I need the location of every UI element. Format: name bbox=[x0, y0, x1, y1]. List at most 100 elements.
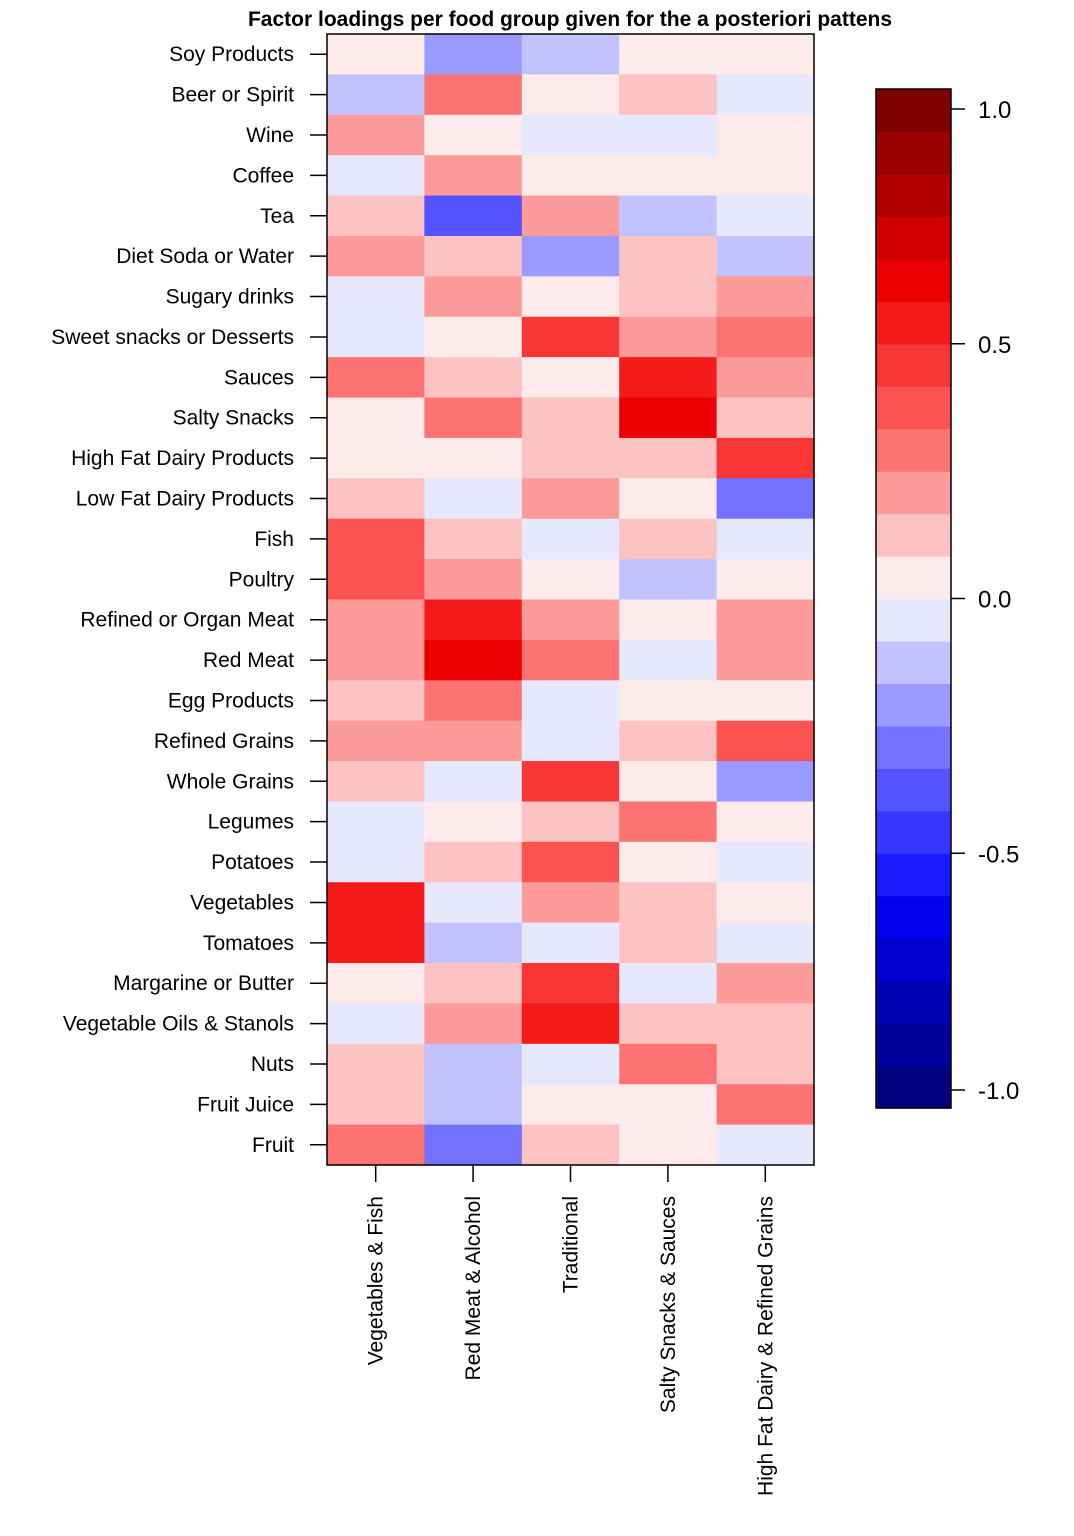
heatmap-cell bbox=[716, 841, 815, 883]
heatmap-cell bbox=[716, 963, 815, 1005]
colorbar-segment bbox=[876, 725, 951, 769]
heatmap-cell bbox=[424, 680, 523, 722]
colorbar-segment bbox=[876, 556, 951, 600]
row-label: Poultry bbox=[229, 568, 295, 591]
colorbar-segment bbox=[876, 598, 951, 642]
heatmap-cell bbox=[424, 316, 523, 358]
heatmap-cell bbox=[619, 882, 718, 924]
heatmap-cell bbox=[619, 922, 718, 964]
heatmap-cell bbox=[716, 1003, 815, 1045]
heatmap-cell bbox=[619, 34, 718, 75]
heatmap-cell bbox=[424, 801, 523, 843]
colorbar-segment bbox=[876, 131, 951, 175]
colorbar-tick-label: -1.0 bbox=[978, 1078, 1019, 1105]
colorbar-segment bbox=[876, 428, 951, 472]
colorbar-segment bbox=[876, 471, 951, 515]
row-label: Tea bbox=[260, 205, 294, 228]
heatmap-cell bbox=[327, 518, 425, 560]
heatmap-cell bbox=[521, 397, 620, 439]
heatmap-cell bbox=[424, 195, 523, 237]
colorbar-segment bbox=[876, 258, 951, 302]
heatmap-cell bbox=[424, 922, 523, 964]
colorbar-segment bbox=[876, 810, 951, 854]
heatmap-cell bbox=[327, 841, 425, 883]
heatmap-cell bbox=[619, 559, 718, 601]
heatmap-cell bbox=[424, 1003, 523, 1045]
heatmap-cell bbox=[424, 720, 523, 762]
heatmap-cell bbox=[327, 397, 425, 439]
heatmap-cell bbox=[327, 114, 425, 156]
heatmap-cell bbox=[424, 357, 523, 399]
heatmap-cell bbox=[521, 74, 620, 116]
row-label: Legumes bbox=[208, 811, 294, 834]
heatmap-cell bbox=[521, 195, 620, 237]
row-label: High Fat Dairy Products bbox=[71, 447, 294, 470]
heatmap-cell bbox=[327, 1084, 425, 1126]
row-label: Sauces bbox=[224, 366, 294, 389]
row-label: Fruit Juice bbox=[197, 1093, 294, 1116]
heatmap-cell bbox=[521, 922, 620, 964]
heatmap-cell bbox=[716, 276, 815, 318]
heatmap-cell bbox=[619, 518, 718, 560]
heatmap-cell bbox=[424, 841, 523, 883]
column-label: Vegetables & Fish bbox=[365, 1196, 388, 1365]
heatmap-cell bbox=[424, 478, 523, 520]
heatmap-cell bbox=[716, 922, 815, 964]
heatmap-cell bbox=[327, 478, 425, 520]
heatmap-cell bbox=[716, 761, 815, 803]
heatmap-cell bbox=[521, 801, 620, 843]
column-label: High Fat Dairy & Refined Grains bbox=[754, 1196, 777, 1496]
column-axis: Vegetables & Fish Red Meat & Alcohol Tradi… bbox=[365, 1165, 777, 1496]
heatmap-cell bbox=[521, 155, 620, 197]
colorbar-tick-label: -0.5 bbox=[978, 841, 1019, 868]
heatmap-cell bbox=[327, 34, 425, 75]
row-label: Sugary drinks bbox=[166, 286, 294, 309]
colorbar-segment bbox=[876, 895, 951, 939]
heatmap-cell bbox=[327, 680, 425, 722]
heatmap-cell bbox=[424, 155, 523, 197]
heatmap-cell bbox=[424, 114, 523, 156]
heatmap-cell bbox=[716, 34, 815, 75]
row-label: Vegetables bbox=[190, 891, 294, 914]
heatmap-cell bbox=[619, 316, 718, 358]
row-axis: Soy Products Beer or Spirit Wine Coffee Tea D… bbox=[51, 43, 327, 1157]
heatmap-cell bbox=[619, 680, 718, 722]
heatmap-cell bbox=[424, 882, 523, 924]
row-label: Potatoes bbox=[211, 851, 294, 874]
colorbar-segment bbox=[876, 768, 951, 812]
heatmap-cell bbox=[327, 599, 425, 641]
heatmap-cell bbox=[521, 1043, 620, 1085]
heatmap-cell bbox=[424, 963, 523, 1005]
colorbar-tick-label: 1.0 bbox=[978, 97, 1011, 124]
colorbar-segment bbox=[876, 513, 951, 557]
colorbar-segment bbox=[876, 1023, 951, 1067]
heatmap-cell bbox=[619, 963, 718, 1005]
colorbar: 1.0 0.5 0.0 -0.5 -1.0 bbox=[875, 88, 1019, 1109]
row-label: Beer or Spirit bbox=[171, 84, 294, 107]
heatmap-cell bbox=[327, 235, 425, 277]
heatmap-cell bbox=[327, 1124, 425, 1166]
heatmap-cell bbox=[424, 639, 523, 681]
heatmap-cell bbox=[619, 437, 718, 479]
heatmap-cell bbox=[424, 276, 523, 318]
heatmap-cell bbox=[521, 1003, 620, 1045]
heatmap-cell bbox=[619, 1124, 718, 1166]
colorbar-segment bbox=[876, 301, 951, 345]
heatmap-cell bbox=[327, 922, 425, 964]
heatmap-cell bbox=[716, 639, 815, 681]
heatmap-cell bbox=[619, 397, 718, 439]
heatmap-cell bbox=[327, 559, 425, 601]
heatmap-cell bbox=[327, 801, 425, 843]
heatmap-cell bbox=[716, 882, 815, 924]
heatmap-cell bbox=[521, 34, 620, 75]
heatmap-cell bbox=[424, 437, 523, 479]
row-label: Egg Products bbox=[168, 689, 294, 712]
heatmap-cell bbox=[716, 74, 815, 116]
heatmap-cell bbox=[327, 316, 425, 358]
heatmap-cell bbox=[521, 963, 620, 1005]
heatmap-cell bbox=[619, 720, 718, 762]
heatmap-cell bbox=[619, 801, 718, 843]
row-label: Soy Products bbox=[169, 43, 294, 66]
heatmap-cell bbox=[716, 114, 815, 156]
